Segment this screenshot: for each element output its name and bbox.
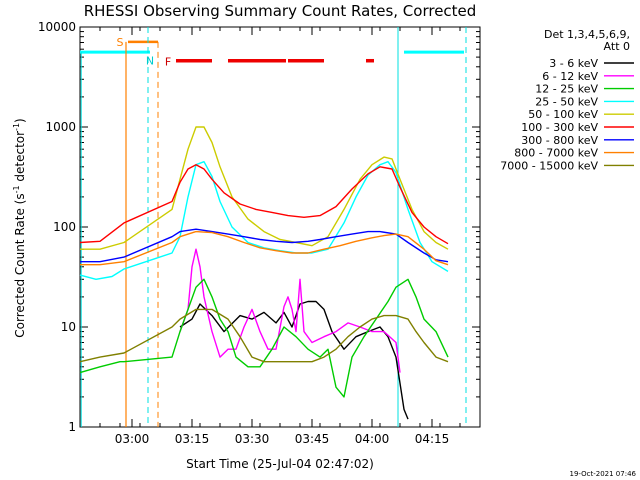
legend-label: 6 - 12 keV — [542, 70, 598, 83]
legend-label: 800 - 7000 keV — [514, 147, 598, 160]
legend-label: 12 - 25 keV — [535, 83, 598, 96]
series-line-9 — [79, 308, 449, 363]
y-axis-label: Corrected Count Rate (s-1 detector-1) — [12, 118, 27, 337]
series-line-8 — [80, 230, 449, 266]
y-tick-label: 10000 — [38, 20, 76, 34]
legend-label: 3 - 6 keV — [549, 57, 598, 70]
annotation-label: S — [117, 36, 124, 49]
y-tick-label: 1 — [68, 420, 76, 434]
y-tick-label: 10 — [61, 320, 76, 334]
legend-label: 7000 - 15000 keV — [500, 159, 598, 172]
legend-header: Det 1,3,4,5,6,9, — [544, 28, 630, 41]
legend-label: 300 - 800 keV — [521, 134, 598, 147]
series-line-3 — [79, 278, 449, 398]
legend-label: 100 - 300 keV — [521, 121, 598, 134]
x-tick-label: 03:00 — [115, 432, 150, 446]
x-tick-label: 03:45 — [295, 432, 330, 446]
series-line-6 — [79, 163, 449, 245]
y-tick-label: 1000 — [45, 120, 76, 134]
x-axis-label: Start Time (25-Jul-04 02:47:02) — [186, 457, 374, 471]
series-line-7 — [80, 228, 449, 263]
chart-title: RHESSI Observing Summary Count Rates, Co… — [84, 2, 477, 20]
series-line-1 — [179, 300, 409, 420]
annotation-label: F — [165, 56, 171, 69]
x-tick-label: 03:30 — [235, 432, 270, 446]
series-line-5 — [80, 126, 449, 250]
annotation-label: N — [146, 55, 154, 68]
series-line-2 — [179, 248, 401, 373]
x-tick-label: 04:00 — [355, 432, 390, 446]
footer-timestamp: 19-Oct-2021 07:46 — [570, 470, 637, 478]
x-tick-label: 03:15 — [175, 432, 210, 446]
series-line-4 — [79, 160, 449, 280]
x-tick-label: 04:15 — [415, 432, 450, 446]
legend-label: 25 - 50 keV — [535, 95, 598, 108]
legend-header-att: Att 0 — [604, 40, 630, 53]
legend-label: 50 - 100 keV — [528, 108, 598, 121]
y-tick-label: 100 — [53, 220, 76, 234]
